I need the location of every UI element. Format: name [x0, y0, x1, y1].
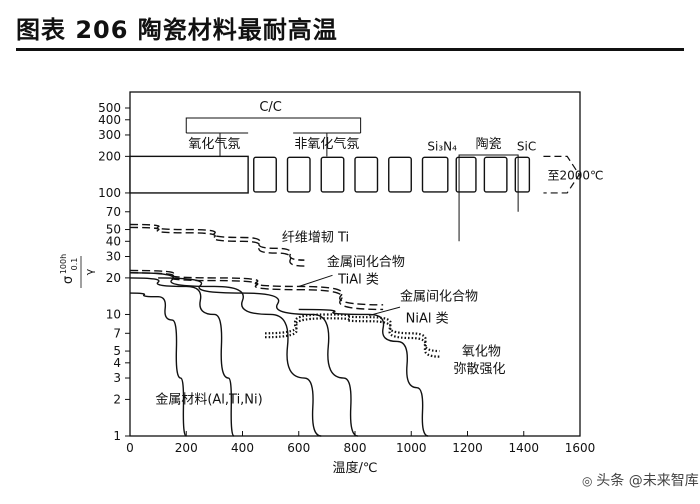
y-axis-label-superscript: 100h — [59, 254, 68, 274]
label-tial-2: TiAl 类 — [337, 272, 379, 287]
toutiao-logo-icon: ◎ — [582, 474, 597, 488]
x-tick-label: 1600 — [565, 441, 596, 455]
series-line-9 — [158, 277, 358, 437]
series-line-1 — [129, 226, 305, 267]
page-title: 图表 206 陶瓷材料最耐高温 — [16, 16, 338, 44]
y-tick-label: 500 — [98, 101, 121, 115]
band-box — [455, 156, 477, 193]
ceramics-bracket — [458, 154, 519, 242]
label-oxide-2: 弥散强化 — [453, 361, 505, 377]
label-tial-1: 金属间化合物 — [327, 254, 405, 270]
y-axis-label-subscript: 0.1 — [70, 258, 79, 271]
y-axis-label-sigma: σ — [61, 276, 76, 284]
series-line-7 — [129, 277, 235, 437]
series-line-6 — [129, 292, 187, 437]
x-tick-label: 600 — [287, 441, 310, 455]
watermark: ◎ 头条 @未来智库 — [582, 470, 699, 490]
series-line-10 — [298, 308, 429, 437]
temperature-band: 至2000℃ — [129, 155, 603, 194]
x-axis-label: 温度/℃ — [333, 460, 378, 476]
band-box — [253, 156, 277, 193]
label-oxide-1: 氧化物 — [462, 344, 501, 359]
x-tick-label: 200 — [175, 441, 198, 455]
y-tick-label: 10 — [106, 307, 121, 321]
label-si3n4: Si₃N₄ — [427, 139, 457, 153]
band-box — [320, 156, 345, 193]
y-tick-label: 2 — [113, 392, 121, 406]
band-arrow-label: 至2000℃ — [547, 169, 603, 183]
band-box — [421, 156, 449, 193]
y-tick-label: 200 — [98, 149, 121, 163]
band-arrow — [543, 155, 580, 194]
x-tick-label: 0 — [126, 441, 134, 455]
y-tick-label: 30 — [106, 249, 121, 263]
watermark-text: 头条 @未来智库 — [596, 473, 699, 489]
y-tick-label: 7 — [113, 326, 121, 340]
y-tick-label: 100 — [98, 186, 121, 200]
label-nial-2: NiAl 类 — [406, 311, 449, 326]
label-metal: 金属材料(Al,Ti,Ni) — [155, 392, 262, 408]
y-tick-label: 20 — [106, 271, 121, 285]
y-tick-label: 70 — [106, 205, 121, 219]
y-tick-label: 5 — [113, 344, 121, 358]
y-tick-label: 400 — [98, 113, 121, 127]
y-tick-label: 300 — [98, 128, 121, 142]
x-tick-label: 1000 — [396, 441, 427, 455]
y-tick-label: 3 — [113, 371, 121, 385]
band-box — [286, 156, 311, 193]
y-tick-label: 1 — [113, 429, 121, 443]
band-solid — [129, 155, 249, 194]
nial-leader — [368, 306, 401, 317]
label-ceramics: 陶瓷 — [476, 136, 502, 152]
series-line-3 — [129, 272, 384, 311]
band-box — [354, 156, 379, 193]
cc-bracket — [185, 117, 362, 133]
x-tick-label: 800 — [344, 441, 367, 455]
y-tick-label: 4 — [113, 356, 121, 370]
annotations: C/C 氧化气氛 非氧化气氛 陶瓷 Si₃N₄ SiC 纤维增韧 Ti 金属间化合物 TiAl … — [155, 100, 536, 408]
title-divider — [16, 48, 684, 51]
label-fiber-ti: 纤维增韧 Ti — [282, 230, 349, 245]
series-line-0 — [129, 223, 305, 261]
y-axis-label-gamma: γ — [83, 268, 96, 275]
series-line-8 — [129, 272, 322, 437]
y-axis-label-group: σ 100h 0.1 γ — [59, 254, 96, 288]
label-sic: SiC — [517, 139, 536, 153]
band-box — [483, 156, 508, 193]
series-group — [129, 223, 440, 437]
label-nial-1: 金属间化合物 — [400, 289, 478, 305]
x-tick-label: 1400 — [508, 441, 539, 455]
label-cc: C/C — [259, 100, 282, 115]
band-box — [514, 156, 531, 193]
band-box — [388, 156, 412, 193]
y-tick-label: 50 — [106, 223, 121, 237]
x-tick-label: 1200 — [452, 441, 483, 455]
tial-leader — [298, 274, 333, 287]
label-oxidizing: 氧化气氛 — [188, 136, 240, 152]
y-tick-label: 40 — [106, 234, 121, 248]
label-non-oxidizing: 非氧化气氛 — [294, 136, 359, 152]
x-tick-label: 400 — [231, 441, 254, 455]
series-line-5 — [264, 317, 440, 358]
